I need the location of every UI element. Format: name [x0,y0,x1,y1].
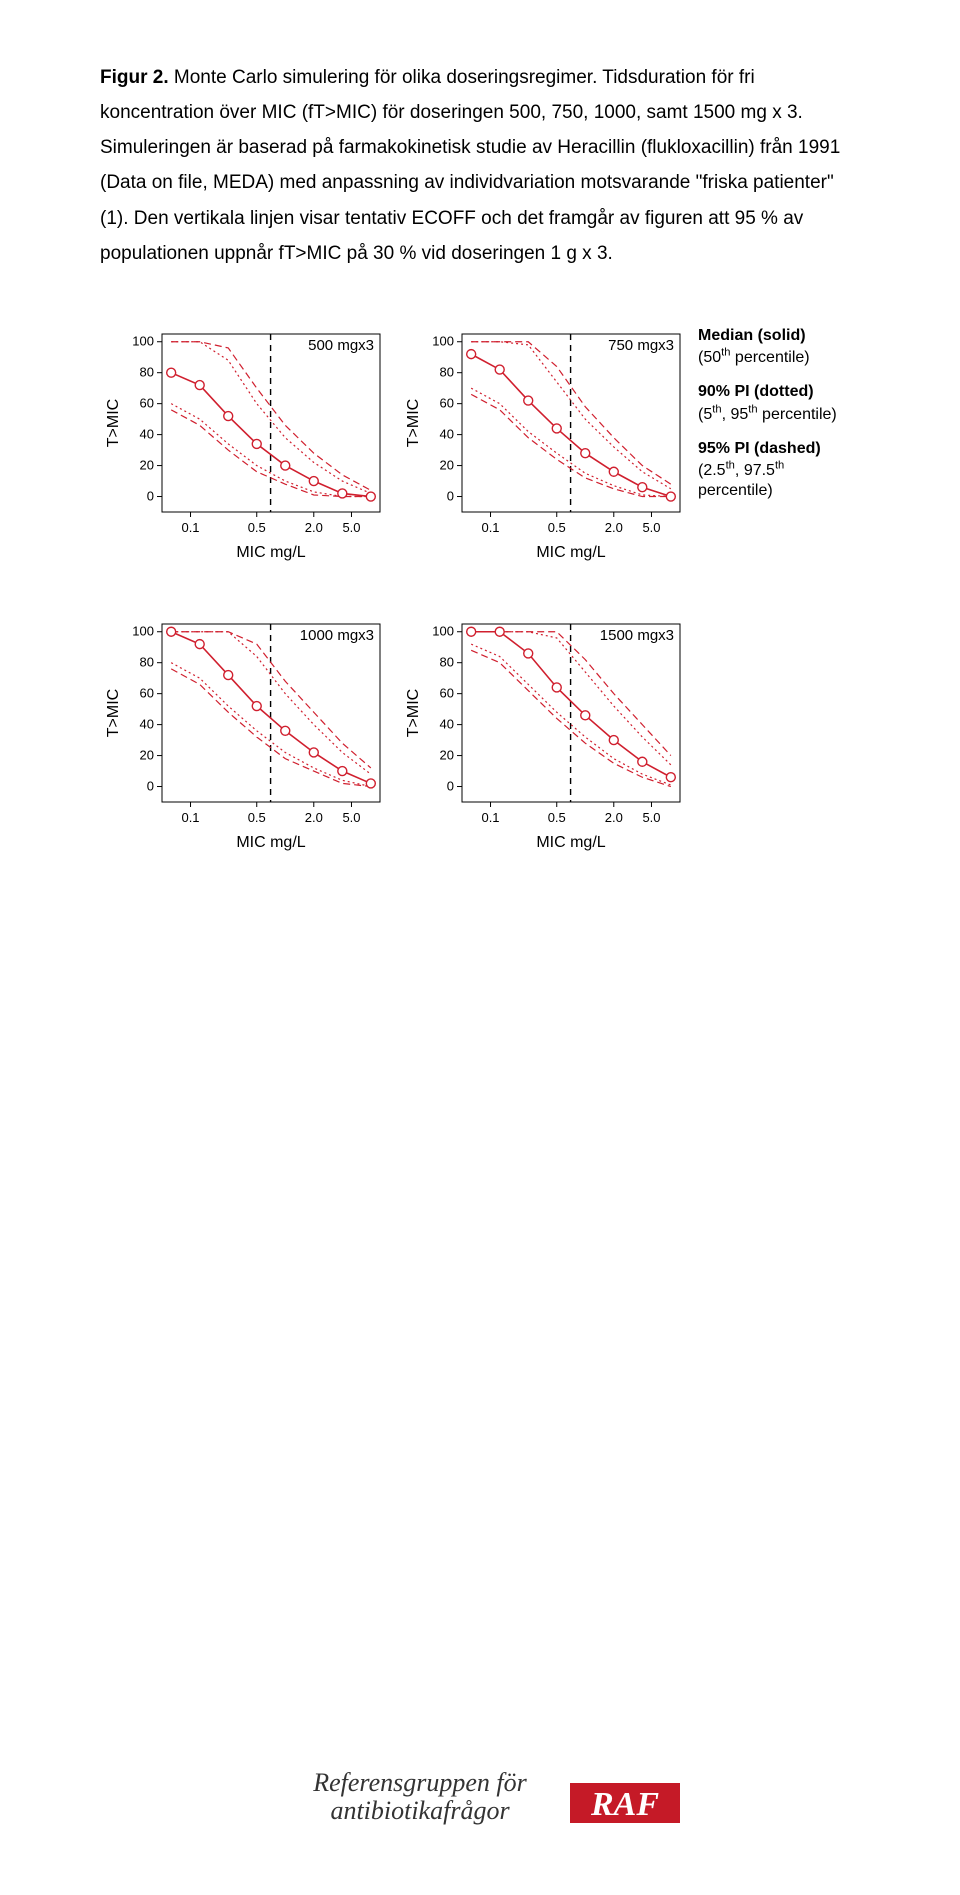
svg-text:0.5: 0.5 [248,810,266,825]
legend-median: Median (solid) (50th percentile) [698,326,858,368]
svg-text:5.0: 5.0 [642,810,660,825]
svg-text:2.0: 2.0 [305,810,323,825]
footer-logo: Referensgruppen för antibiotikafrågor RA… [270,1765,690,1840]
svg-text:60: 60 [140,395,154,410]
svg-text:1500 mgx3: 1500 mgx3 [600,627,674,644]
svg-text:20: 20 [440,457,454,472]
figure-paragraph: Tidsduration för fri koncentration över … [100,67,840,264]
svg-text:T>MIC: T>MIC [405,399,422,447]
svg-text:antibiotikafrågor: antibiotikafrågor [330,1796,510,1825]
svg-text:0.1: 0.1 [181,810,199,825]
legend-median-bold: Median (solid) [698,327,806,344]
legend-90pi: 90% PI (dotted) (5th, 95th percentile) [698,382,858,424]
figure-title-rest: Monte Carlo simulering för olika doserin… [169,67,598,88]
svg-text:5.0: 5.0 [642,520,660,535]
svg-text:100: 100 [432,334,454,349]
svg-text:750 mgx3: 750 mgx3 [608,337,674,354]
svg-text:5.0: 5.0 [342,520,360,535]
svg-text:2.0: 2.0 [305,520,323,535]
svg-text:0.5: 0.5 [548,810,566,825]
svg-text:MIC mg/L: MIC mg/L [536,834,605,851]
svg-text:40: 40 [140,426,154,441]
svg-text:80: 80 [440,655,454,670]
svg-text:60: 60 [440,395,454,410]
figure-description: Figur 2. Monte Carlo simulering för olik… [100,60,860,271]
svg-text:60: 60 [440,685,454,700]
svg-text:T>MIC: T>MIC [105,689,122,737]
chart-1000mgx3: 0 20 40 60 80 100 0.1 0.5 2.0 5.0 T>MIC MIC mg/L 100… [100,616,390,866]
legend-90pi-bold: 90% PI (dotted) [698,383,814,400]
legend-median-sub: (50th percentile) [698,349,810,366]
svg-text:0.1: 0.1 [181,520,199,535]
figure-panel-block: 0 20 40 60 80 100 0.1 0.5 2.0 5.0 T>MIC MIC mg/L 500… [100,326,860,866]
svg-text:20: 20 [140,747,154,762]
figure-number: Figur 2. [100,67,169,88]
chart-500mgx3: 0 20 40 60 80 100 0.1 0.5 2.0 5.0 T>MIC MIC mg/L 500… [100,326,390,576]
svg-text:500 mgx3: 500 mgx3 [308,337,374,354]
chart-1500mgx3: 0 20 40 60 80 100 0.1 0.5 2.0 5.0 T>MIC MIC mg/L 150… [400,616,690,866]
raf-logo: Referensgruppen för antibiotikafrågor RA… [270,1765,690,1835]
svg-text:1000 mgx3: 1000 mgx3 [300,627,374,644]
svg-text:20: 20 [440,747,454,762]
svg-text:0.1: 0.1 [481,810,499,825]
svg-text:40: 40 [440,426,454,441]
svg-text:RAF: RAF [590,1786,659,1823]
svg-text:5.0: 5.0 [342,810,360,825]
svg-text:0: 0 [447,488,454,503]
legend-95pi-sub: (2.5th, 97.5th percentile) [698,462,784,499]
svg-text:100: 100 [132,334,154,349]
svg-text:40: 40 [440,716,454,731]
svg-text:MIC mg/L: MIC mg/L [236,544,305,561]
svg-text:0.1: 0.1 [481,520,499,535]
charts-grid: 0 20 40 60 80 100 0.1 0.5 2.0 5.0 T>MIC MIC mg/L 500… [100,326,690,866]
svg-text:40: 40 [140,716,154,731]
svg-text:80: 80 [140,655,154,670]
legend-95pi-bold: 95% PI (dashed) [698,440,821,457]
svg-text:MIC mg/L: MIC mg/L [236,834,305,851]
svg-text:0: 0 [147,488,154,503]
svg-text:100: 100 [132,624,154,639]
svg-text:0.5: 0.5 [548,520,566,535]
svg-text:100: 100 [432,624,454,639]
svg-text:T>MIC: T>MIC [405,689,422,737]
svg-text:80: 80 [440,365,454,380]
svg-text:0: 0 [147,778,154,793]
svg-text:80: 80 [140,365,154,380]
svg-text:20: 20 [140,457,154,472]
legend: Median (solid) (50th percentile) 90% PI … [698,326,858,515]
svg-text:2.0: 2.0 [605,810,623,825]
svg-text:0: 0 [447,778,454,793]
page: Figur 2. Monte Carlo simulering för olik… [0,0,960,1895]
svg-text:2.0: 2.0 [605,520,623,535]
legend-90pi-sub: (5th, 95th percentile) [698,406,837,423]
legend-95pi: 95% PI (dashed) (2.5th, 97.5th percentil… [698,439,858,501]
svg-text:Referensgruppen för: Referensgruppen för [312,1768,527,1797]
svg-text:60: 60 [140,685,154,700]
svg-text:MIC mg/L: MIC mg/L [536,544,605,561]
svg-text:T>MIC: T>MIC [105,399,122,447]
chart-750mgx3: 0 20 40 60 80 100 0.1 0.5 2.0 5.0 T>MIC MIC mg/L 750… [400,326,690,576]
svg-text:0.5: 0.5 [248,520,266,535]
